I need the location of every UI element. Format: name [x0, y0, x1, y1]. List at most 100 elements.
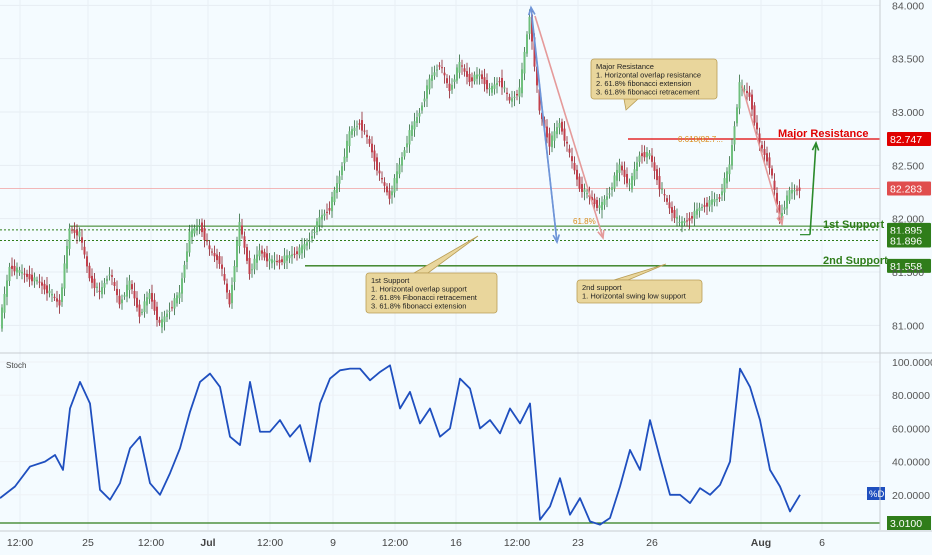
candle-body — [773, 180, 776, 190]
candle-body — [746, 90, 748, 94]
candle-body — [183, 264, 186, 278]
candle-body — [176, 295, 178, 304]
candle-body — [603, 199, 606, 205]
candle-body — [453, 79, 456, 82]
candle-body — [538, 89, 541, 111]
candle-body — [488, 88, 491, 90]
candle-body — [158, 319, 161, 323]
candle-body — [728, 164, 731, 175]
candle-body — [241, 225, 243, 235]
candle-body — [281, 259, 283, 263]
candle-body — [743, 89, 746, 91]
fib-red-arrow-1 — [534, 15, 604, 239]
candle-body — [478, 74, 481, 77]
candle-body — [718, 197, 721, 199]
candle-body — [378, 170, 381, 174]
stoch-tick-label: 60.0000 — [892, 423, 930, 435]
candle-body — [38, 281, 41, 283]
candle-body — [623, 169, 626, 177]
candle-body — [426, 85, 428, 99]
candle-body — [108, 274, 111, 276]
candle-body — [643, 152, 646, 158]
candle-body — [528, 16, 531, 34]
candle-body — [81, 237, 83, 243]
candle-body — [71, 229, 73, 231]
candle-body — [511, 98, 513, 102]
candle-body — [318, 217, 321, 226]
candle-body — [618, 164, 621, 173]
time-tick-label: 23 — [572, 537, 584, 549]
candle-body — [626, 173, 628, 184]
price-tick-label: 84.000 — [892, 0, 924, 12]
candle-body — [313, 231, 316, 233]
candle-body — [556, 127, 558, 135]
candle-body — [593, 198, 596, 205]
candle-body — [788, 189, 791, 201]
candle-body — [131, 284, 133, 290]
candle-body — [508, 96, 511, 101]
candle-body — [238, 221, 241, 247]
candle-body — [168, 310, 171, 312]
candle-body — [591, 197, 593, 201]
fib-red-arrow-2-head — [776, 215, 784, 226]
candle-body — [51, 293, 53, 296]
candle-body — [68, 228, 71, 249]
candle-body — [41, 282, 43, 286]
candle-body — [96, 286, 98, 288]
first-support-note-line: 3. 61.8% fibonacci extension — [371, 302, 466, 311]
first-support-note-line: 1st Support — [371, 276, 410, 285]
stoch-tick-label: 80.0000 — [892, 390, 930, 402]
fib-blue-arrow-up-head — [527, 5, 536, 16]
candle-body — [371, 143, 373, 153]
major-resistance-note-line: Major Resistance — [596, 62, 654, 71]
candle-body — [166, 313, 168, 318]
candle-body — [246, 247, 248, 261]
candle-body — [323, 213, 326, 216]
candle-body — [178, 292, 181, 299]
candle-body — [786, 195, 788, 209]
candle-body — [18, 269, 21, 273]
second-support-note-box — [576, 279, 703, 304]
candle-body — [513, 96, 516, 98]
candle-body — [263, 251, 266, 258]
candle-body — [518, 87, 521, 97]
candle-body — [293, 253, 296, 255]
candle-body — [748, 92, 751, 97]
candle-body — [271, 259, 273, 264]
candle-body — [186, 251, 188, 262]
time-tick-label: Jul — [200, 537, 215, 549]
time-tick-label: 12:00 — [7, 537, 33, 549]
level-value-tag — [887, 181, 931, 196]
candle-body — [393, 178, 396, 193]
fib-label-extension: 0.618(82.7... — [678, 135, 723, 144]
candle-body — [156, 306, 158, 320]
time-tick-label: 26 — [646, 537, 658, 549]
candle-body — [416, 117, 418, 123]
candle-body — [506, 92, 508, 94]
candle-body — [251, 269, 253, 271]
candle-body — [581, 184, 583, 192]
candle-body — [601, 201, 603, 211]
candle-body — [573, 162, 576, 171]
candle-body — [408, 130, 411, 145]
candle-body — [608, 193, 611, 195]
candle-body — [91, 275, 93, 283]
stoch-title: Stoch — [6, 361, 26, 370]
candle-body — [73, 229, 76, 233]
candle-body — [226, 283, 228, 293]
candle-body — [201, 222, 203, 233]
candle-body — [36, 279, 38, 282]
candle-body — [761, 144, 763, 149]
level-value-text: 81.896 — [890, 236, 922, 248]
candle-body — [113, 282, 116, 286]
candle-body — [696, 209, 698, 215]
candle-body — [276, 261, 278, 263]
candle-body — [383, 182, 386, 186]
candle-body — [768, 157, 771, 168]
stoch-tick-label: 40.0000 — [892, 457, 930, 469]
candle-body — [218, 256, 221, 264]
level-value-tag — [887, 233, 931, 248]
candle-body — [461, 65, 463, 67]
candle-body — [468, 73, 471, 83]
